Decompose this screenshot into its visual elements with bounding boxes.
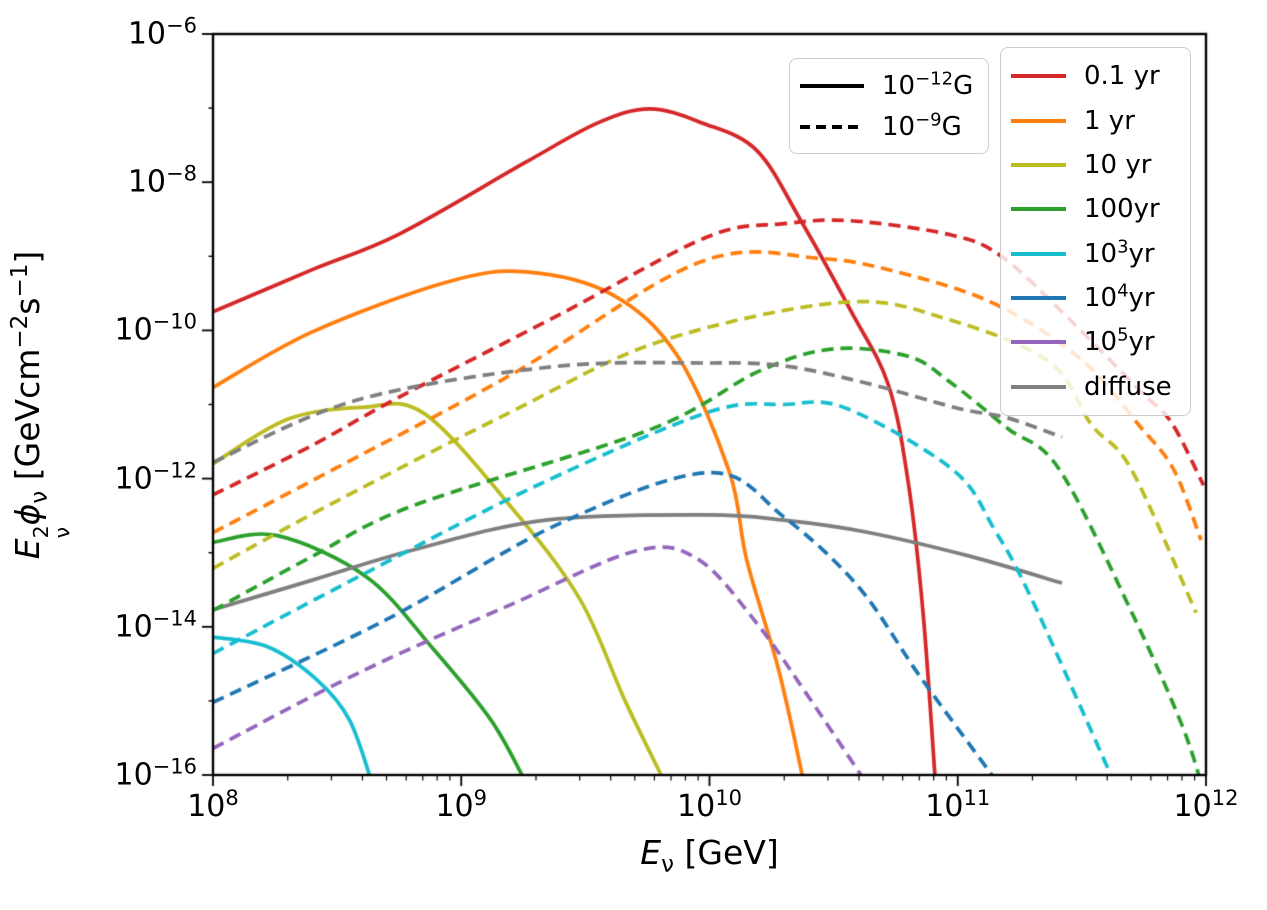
legend-series-line-sample-solid-icon [1011, 340, 1066, 345]
legend-series-entry-0: 0.1 yr [1011, 61, 1180, 91]
legend-field-entry-1: 10−9G [800, 108, 978, 142]
legend-series-label: 103yr [1084, 236, 1155, 269]
legend-series-label: 10 yr [1084, 149, 1152, 180]
legend-series-line-sample-solid-icon [1011, 251, 1066, 256]
x-axis-label: Eν [GeV] [640, 833, 779, 878]
legend-series-line-sample-solid-icon [1011, 74, 1066, 79]
y-tick-label-1e-16: 10−16 [114, 754, 197, 793]
legend-series-entry-7: diffuse [1011, 372, 1180, 402]
legend-field-strength: 10−12G 10−9G [789, 58, 989, 154]
legend-series-label: 105yr [1084, 324, 1155, 358]
legend-series-label: 1 yr [1084, 105, 1135, 136]
legend-field-line-sample-solid-icon [800, 83, 864, 88]
x-tick-label-1e9: 109 [435, 786, 488, 825]
y-tick-label-1e-6: 10−6 [127, 13, 197, 52]
x-tick-label-1e11: 1011 [925, 786, 991, 825]
legend-series-line-sample-solid-icon [1011, 162, 1066, 167]
legend-series-label: 100yr [1084, 194, 1160, 225]
y-tick-label-1e-12: 10−12 [114, 458, 197, 497]
legend-field-line-sample-dashed-icon [800, 124, 864, 129]
x-tick-label-1e12: 1012 [1173, 786, 1239, 825]
legend-series-entry-4: 103yr [1011, 236, 1180, 269]
legend-series-label: 104yr [1084, 280, 1155, 314]
y-tick-label-1e-14: 10−14 [114, 606, 197, 645]
legend-series-entry-1: 1 yr [1011, 106, 1180, 136]
y-tick-label-1e-10: 10−10 [114, 309, 197, 348]
legend-series-label: diffuse [1084, 371, 1172, 402]
y-tick-label-1e-8: 10−8 [127, 161, 197, 200]
legend-series-entry-5: 104yr [1011, 280, 1180, 314]
x-tick-label-1e8: 108 [187, 786, 239, 825]
legend-series-line-sample-solid-icon [1011, 207, 1066, 212]
legend-series-line-sample-solid-icon [1011, 118, 1066, 123]
legend-series-entry-2: 10 yr [1011, 150, 1180, 180]
legend-series-label: 0.1 yr [1084, 61, 1160, 92]
legend-series-line-sample-solid-icon [1011, 384, 1066, 389]
legend-field-label: 10−12G [882, 67, 974, 101]
legend-field-label: 10−9G [882, 108, 962, 142]
legend-series-entry-6: 105yr [1011, 324, 1180, 358]
legend-series-line-sample-solid-icon [1011, 296, 1066, 301]
legend-series: 0.1 yr 1 yr 10 yr 100yr 103yr 104yr 105yr diffu… [1000, 47, 1191, 416]
x-tick-label-1e10: 1010 [677, 786, 742, 825]
y-axis-label: E 2 ν ϕν [GeVcm−2s−1] [6, 250, 74, 559]
legend-field-entry-0: 10−12G [800, 67, 978, 101]
legend-series-entry-3: 100yr [1011, 194, 1180, 224]
